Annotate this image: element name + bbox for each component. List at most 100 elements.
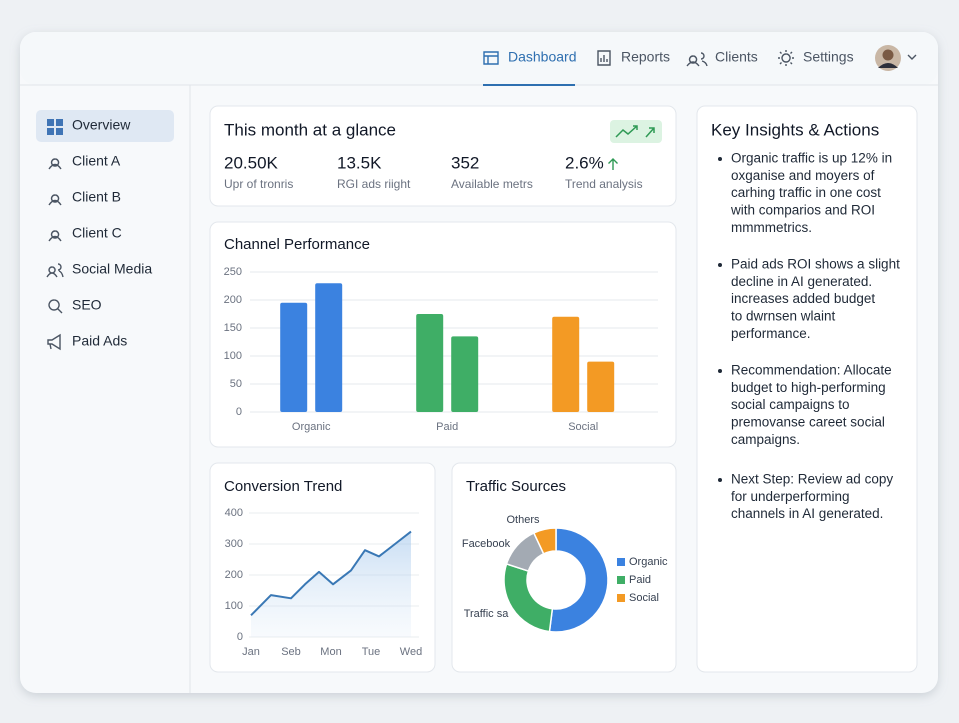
y-tick-label: 0	[237, 631, 243, 643]
nav-label: Clients	[715, 49, 758, 65]
x-tick-label: Tue	[362, 646, 381, 658]
traffic-card	[451, 462, 677, 673]
y-tick-label: 50	[230, 378, 242, 390]
insight-line: premovanse careet social	[731, 414, 885, 429]
insight-line: Recommendation: Allocate	[731, 363, 892, 378]
stat-value: 20.50K	[224, 153, 279, 172]
annotation: Facebook	[462, 538, 511, 550]
insights-card	[696, 105, 918, 673]
insight-line: social campaigns to	[731, 397, 850, 412]
icon	[48, 158, 62, 170]
icon	[686, 52, 708, 67]
insight-line: for underperforming	[731, 489, 850, 504]
icon	[47, 119, 54, 126]
x-tick-label: Social	[568, 421, 598, 433]
stat-value: 2.6%	[565, 153, 604, 172]
y-tick-label: 0	[236, 406, 242, 418]
legend-swatch	[617, 558, 625, 566]
annotation: Traffic sa	[464, 608, 510, 620]
glance-card	[209, 105, 677, 207]
trend-badge	[610, 120, 662, 143]
icon	[56, 119, 63, 126]
area	[251, 531, 411, 637]
bar	[416, 314, 444, 412]
insight-line: increases added budget	[731, 291, 875, 306]
icon	[47, 333, 61, 351]
x-tick-label: Paid	[436, 421, 458, 433]
legend-swatch	[617, 576, 625, 584]
nav-label: Reports	[621, 49, 670, 65]
sidebar-item[interactable]: Paid Ads	[47, 333, 127, 351]
sidebar-label: Paid Ads	[72, 333, 127, 349]
icon	[48, 194, 62, 206]
insight-line: to dwrnsen wlaint	[731, 308, 836, 323]
insight-line: oxganise and moyers of	[731, 168, 875, 183]
sidebar-item[interactable]: Client A	[48, 153, 121, 170]
bullet-dot	[718, 478, 722, 482]
insight-line: campaigns.	[731, 432, 800, 447]
nav-item[interactable]: Settings	[778, 49, 854, 66]
icon	[48, 230, 62, 242]
y-tick-label: 400	[225, 507, 243, 519]
insight-line: performance.	[731, 326, 811, 341]
stat-label: RGI ads riight	[337, 177, 411, 191]
stat-label: Trend analysis	[565, 177, 643, 191]
stat-label: Upr of tronris	[224, 177, 293, 191]
insights-title: Key Insights & Actions	[711, 120, 879, 139]
sidebar-item[interactable]: Client C	[48, 225, 122, 242]
icon	[483, 51, 499, 65]
sidebar: Overview Client A Client B Client C Social M…	[36, 110, 174, 351]
sidebar-label: Client C	[72, 225, 122, 241]
nav: Dashboard Reports Clients Settings	[483, 49, 854, 86]
icon	[778, 50, 794, 66]
legend-label: Paid	[629, 574, 651, 586]
y-tick-label: 250	[224, 266, 242, 278]
bar	[315, 283, 343, 412]
sidebar-label: Social Media	[72, 261, 152, 277]
bar	[552, 316, 580, 412]
icon	[56, 128, 63, 135]
legend-swatch	[617, 594, 625, 602]
chart-title: Conversion Trend	[224, 478, 342, 495]
insight-line: Organic traffic is up 12% in	[731, 151, 892, 166]
bullet-dot	[718, 157, 722, 161]
x-tick-label: Mon	[320, 646, 341, 658]
sidebar-item[interactable]: SEO	[48, 297, 102, 314]
icon	[608, 158, 618, 170]
top-bar	[20, 32, 938, 85]
stat-label: Available metrs	[451, 177, 533, 191]
stat-value: 352	[451, 153, 479, 172]
legend-label: Organic	[629, 556, 668, 568]
insight-line: with comparios and ROI	[730, 202, 875, 217]
nav-item[interactable]: Clients	[686, 49, 758, 67]
insight-line: Paid ads ROI shows a slight	[731, 257, 900, 272]
active-bg	[36, 110, 174, 142]
bar	[587, 361, 615, 412]
icon	[46, 263, 64, 278]
sidebar-label: SEO	[72, 297, 102, 313]
chart-title: Traffic Sources	[466, 478, 566, 495]
insight-line: budget to high-performing	[731, 380, 886, 395]
sidebar-item[interactable]: Client B	[48, 189, 121, 206]
insight-line: carhing traffic in one cost	[731, 185, 881, 200]
icon	[47, 128, 54, 135]
insight-line: mmmmetrics.	[731, 220, 812, 235]
bar	[280, 302, 308, 412]
x-tick-label: Organic	[292, 421, 331, 433]
donut-slice	[532, 527, 557, 555]
y-tick-label: 150	[224, 322, 242, 334]
nav-item[interactable]: Dashboard	[483, 49, 577, 86]
y-tick-label: 100	[225, 600, 243, 612]
sidebar-item[interactable]: Overview	[36, 110, 174, 142]
nav-item[interactable]: Reports	[597, 49, 670, 66]
bullet-dot	[718, 263, 722, 267]
x-tick-label: Seb	[281, 646, 301, 658]
sidebar-item[interactable]: Social Media	[46, 261, 152, 278]
avatar[interactable]	[875, 45, 917, 71]
x-tick-label: Wed	[400, 646, 422, 658]
bullet-dot	[718, 369, 722, 373]
insight-line: decline in AI generated.	[731, 274, 872, 289]
icon	[597, 50, 611, 66]
